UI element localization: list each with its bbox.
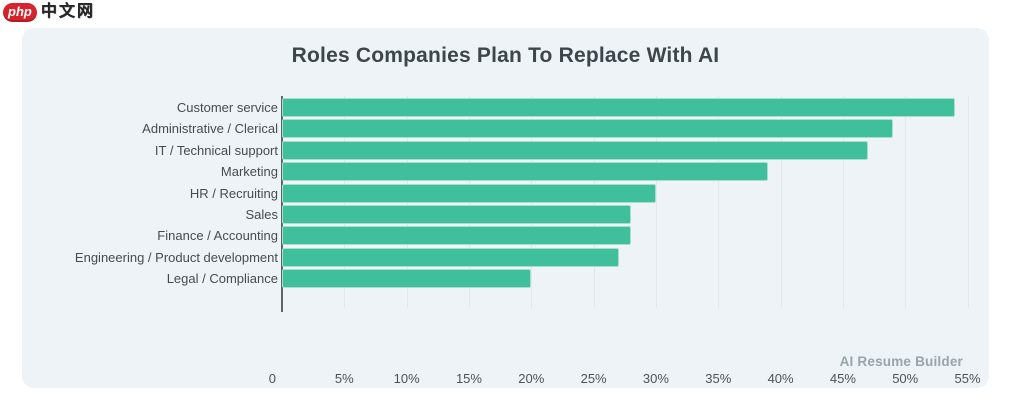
gridline [842,96,844,308]
plot-area [281,96,985,312]
axis-tick-label: 55% [954,371,981,386]
gridline [780,96,782,308]
axis-tick-label: 30% [642,371,669,386]
bar [282,269,532,289]
category-label: Customer service [176,100,278,115]
bar [282,226,631,246]
axis-tick-label: 25% [580,371,607,386]
bar [282,183,656,203]
category-label: IT / Technical support [154,142,278,158]
gridline [718,96,720,308]
site-logo[interactable]: php 中文网 [3,2,95,22]
bar [282,119,893,139]
category-label: Legal / Compliance [166,271,278,287]
axis-tick-label: 45% [829,371,856,386]
bar [282,98,956,117]
axis-tick-label: 5% [334,371,354,386]
gridline [967,96,969,308]
axis-tick-label: 20% [518,371,545,386]
category-label: Engineering / Product development [74,249,278,265]
y-axis-line [281,96,283,312]
category-labels: Customer service Administrative / Clerica… [22,98,278,298]
chart-title: Roles Companies Plan To Replace With AI [291,44,720,67]
axis-tick-label: 10% [393,371,420,386]
gridline [905,96,907,308]
category-label: Administrative / Clerical [142,121,278,137]
axis-tick-label: 15% [455,371,482,386]
bar [282,162,769,182]
category-label: Marketing [220,164,278,180]
category-label: Sales [245,207,278,222]
axis-tick-label: 40% [767,371,794,386]
category-label: Finance / Accounting [157,228,278,244]
bar [282,140,868,160]
gridline [655,96,657,308]
category-label: HR / Recruiting [189,185,278,201]
axis-tick-label: 0 [268,371,276,386]
axis-tick-label: 35% [705,371,732,386]
bar [282,247,619,267]
bar [282,205,631,224]
axis-tick-label: 50% [892,371,919,386]
php-logo-icon: php [3,2,37,22]
source-attribution: AI Resume Builder [839,354,963,369]
x-axis-ticks: 0 5% 10% 15% 20% 25% 30% 35% 40% 45% 50% 55% [269,371,985,387]
chart-card: Roles Companies Plan To Replace With AI … [22,28,989,388]
site-name: 中文网 [40,3,95,20]
